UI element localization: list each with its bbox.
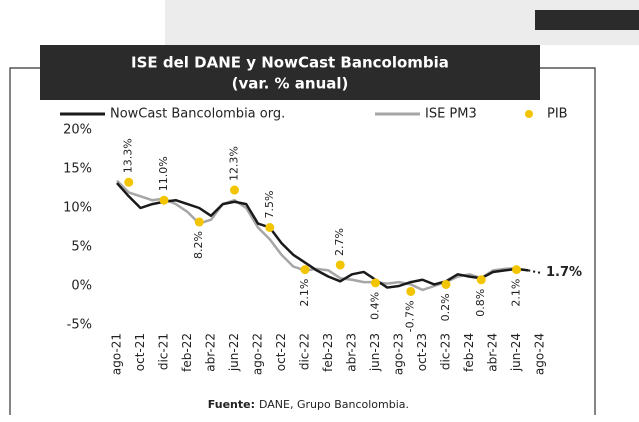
frame <box>9 67 596 415</box>
source-label: Fuente: <box>208 398 255 411</box>
x-tick-label: ago-21 <box>110 333 124 375</box>
x-tick-label: dic-22 <box>298 333 312 370</box>
pib-dot <box>300 265 310 275</box>
legend-label: ISE PM3 <box>425 107 477 122</box>
pib-dot <box>124 177 134 187</box>
x-tick-label: abr-23 <box>345 333 359 372</box>
pib-dot <box>335 260 345 270</box>
series-line <box>116 182 529 289</box>
x-tick-label: oct-22 <box>274 333 288 371</box>
data-label: 7.5% <box>263 191 276 219</box>
chart-subtitle: (var. % anual) <box>232 75 349 93</box>
legend-label: PIB <box>547 107 568 122</box>
y-tick-label: 20% <box>63 123 92 138</box>
pib-dot <box>512 265 521 275</box>
x-tick-label: feb-22 <box>180 333 194 372</box>
data-label: 0.8% <box>474 289 487 317</box>
series-line <box>116 179 517 292</box>
x-tick-label: ago-23 <box>392 333 406 375</box>
legend-label: NowCast Bancolombia org. <box>110 107 285 122</box>
pib-dot <box>406 286 416 296</box>
pib-dot <box>265 223 275 232</box>
data-label: 8.2% <box>192 231 205 259</box>
data-label: 2.7% <box>333 228 346 256</box>
y-tick-label: 10% <box>63 201 92 216</box>
data-label: 0.4% <box>369 292 382 320</box>
pib-dot <box>476 275 486 285</box>
data-label: 1.7% <box>546 265 582 280</box>
x-tick-label: feb-23 <box>321 333 335 372</box>
data-label: 13.3% <box>122 138 135 173</box>
data-label: -0.7% <box>404 300 417 332</box>
data-label: 0.2% <box>439 293 452 321</box>
data-label: 2.1% <box>510 279 523 307</box>
x-tick-label: jun-24 <box>509 333 523 372</box>
source: DANE, Grupo Bancolombia. <box>259 398 409 411</box>
x-tick-label: dic-21 <box>157 333 171 370</box>
pib-dot <box>371 278 380 288</box>
pib-dot <box>194 217 204 227</box>
series-line-projection <box>528 269 541 274</box>
data-label: 11.0% <box>157 156 170 191</box>
x-tick-label: ago-24 <box>533 333 547 375</box>
x-tick-label: jun-23 <box>368 333 382 372</box>
x-tick-label: abr-22 <box>204 333 218 372</box>
pib-dot <box>230 185 239 195</box>
legend-marker <box>525 110 533 118</box>
x-tick-label: feb-24 <box>462 333 476 372</box>
data-label: 12.3% <box>228 146 241 181</box>
x-tick-label: dic-23 <box>439 333 453 370</box>
x-tick-label: ago-22 <box>251 333 265 375</box>
y-tick-label: -5% <box>67 318 92 333</box>
chart-title: ISE del DANE y NowCast Bancolombia <box>131 54 449 72</box>
pib-dot <box>441 279 451 289</box>
y-tick-label: 0% <box>71 279 92 294</box>
title-box <box>40 45 540 100</box>
pib-dot <box>159 195 169 205</box>
y-tick-label: 5% <box>71 240 92 255</box>
x-tick-label: abr-24 <box>486 333 500 372</box>
data-label: 2.1% <box>298 279 311 307</box>
x-tick-label: oct-21 <box>133 333 147 371</box>
x-tick-label: oct-23 <box>415 333 429 371</box>
y-tick-label: 15% <box>63 162 92 177</box>
x-tick-label: jun-22 <box>227 333 241 372</box>
header-block <box>535 10 639 30</box>
